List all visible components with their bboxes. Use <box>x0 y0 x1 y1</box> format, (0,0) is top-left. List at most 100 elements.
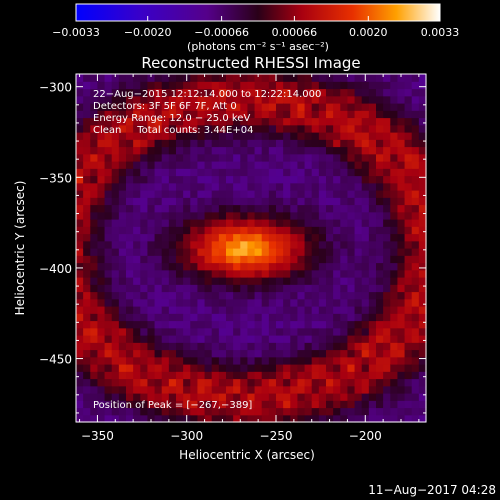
heatmap-cell <box>340 335 349 343</box>
heatmap-cell <box>104 124 113 133</box>
heatmap-cell <box>140 219 149 227</box>
heatmap-cell <box>183 211 191 220</box>
heatmap-cell <box>340 400 349 409</box>
heatmap-cell <box>333 327 341 336</box>
heatmap-cell <box>97 103 106 111</box>
heatmap-cell <box>276 95 284 104</box>
heatmap-cell <box>240 139 249 148</box>
heatmap-cell <box>297 298 306 307</box>
heatmap-cell <box>247 117 256 126</box>
heatmap-cell <box>376 110 384 119</box>
heatmap-cell <box>354 81 363 90</box>
heatmap-cell <box>97 110 106 119</box>
heatmap-cell <box>233 132 241 140</box>
heatmap-cell <box>218 385 227 394</box>
heatmap-cell <box>418 291 427 300</box>
heatmap-cell <box>183 175 191 184</box>
heatmap-cell <box>176 233 184 242</box>
heatmap-cell <box>190 146 199 155</box>
heatmap-cell <box>418 211 427 220</box>
heatmap-cell <box>326 255 334 264</box>
heatmap-cell <box>247 204 256 213</box>
heatmap-cell <box>383 95 391 104</box>
heatmap-cell <box>383 378 391 387</box>
heatmap-cell <box>361 103 370 111</box>
heatmap-cell <box>197 400 206 409</box>
heatmap-cell <box>333 364 341 372</box>
heatmap-cell <box>290 284 299 293</box>
heatmap-cell <box>340 284 349 293</box>
heatmap-cell <box>233 262 241 271</box>
heatmap-cell <box>333 371 341 380</box>
heatmap-cell <box>104 414 113 423</box>
heatmap-cell <box>326 219 334 227</box>
heatmap-cell <box>318 414 327 423</box>
heatmap-cell <box>168 182 177 191</box>
heatmap-cell <box>318 81 327 90</box>
heatmap-cell <box>97 168 106 177</box>
heatmap-cell <box>76 233 84 242</box>
heatmap-cell <box>383 190 391 198</box>
heatmap-cell <box>140 291 149 300</box>
heatmap-cell <box>376 190 384 198</box>
heatmap-cell <box>76 393 84 401</box>
heatmap-cell <box>197 313 206 322</box>
heatmap-cell <box>204 262 213 271</box>
heatmap-cell <box>354 277 363 285</box>
heatmap-cell <box>390 81 399 90</box>
heatmap-cell <box>154 313 163 322</box>
heatmap-cell <box>233 233 241 242</box>
heatmap-cell <box>368 88 377 97</box>
heatmap-cell <box>411 146 420 155</box>
heatmap-cell <box>418 306 427 314</box>
heatmap-cell <box>290 269 299 278</box>
heatmap-cell <box>268 400 277 409</box>
heatmap-cell <box>83 233 91 242</box>
heatmap-cell <box>147 385 156 394</box>
heatmap-cell <box>326 168 334 177</box>
heatmap-cell <box>76 262 84 271</box>
heatmap-cell <box>318 335 327 343</box>
heatmap-cell <box>133 161 141 169</box>
heatmap-cell <box>104 190 113 198</box>
heatmap-cell <box>333 255 341 264</box>
heatmap-cell <box>168 190 177 198</box>
heatmap-cell <box>126 349 134 358</box>
heatmap-cell <box>418 269 427 278</box>
heatmap-cell <box>204 153 213 162</box>
heatmap-cell <box>90 117 99 126</box>
heatmap-cell <box>168 88 177 97</box>
heatmap-cell <box>411 291 420 300</box>
heatmap-cell <box>147 277 156 285</box>
heatmap-cell <box>147 313 156 322</box>
heatmap-cell <box>154 124 163 133</box>
heatmap-cell <box>83 277 91 285</box>
heatmap-cell <box>76 146 84 155</box>
heatmap-cell <box>226 342 234 351</box>
heatmap-cell <box>268 95 277 104</box>
heatmap-cell <box>390 342 399 351</box>
heatmap-cell <box>354 233 363 242</box>
heatmap-cell <box>340 146 349 155</box>
heatmap-cell <box>254 407 263 416</box>
heatmap-cell <box>211 393 220 401</box>
heatmap-cell <box>147 161 156 169</box>
heatmap-cell <box>226 364 234 372</box>
heatmap-cell <box>354 95 363 104</box>
heatmap-cell <box>126 197 134 206</box>
heatmap-cell <box>326 124 334 133</box>
heatmap-cell <box>233 103 241 111</box>
heatmap-cell <box>197 320 206 329</box>
heatmap-cell <box>111 240 120 249</box>
heatmap-cell <box>404 291 413 300</box>
heatmap-cell <box>361 400 370 409</box>
heatmap-cell <box>211 233 220 242</box>
heatmap-cell <box>76 219 84 227</box>
heatmap-cell <box>311 175 320 184</box>
heatmap-cell <box>183 233 191 242</box>
heatmap-cell <box>218 175 227 184</box>
heatmap-cell <box>176 371 184 380</box>
heatmap-cell <box>154 356 163 365</box>
heatmap-cell <box>97 269 106 278</box>
heatmap-cell <box>154 74 163 82</box>
